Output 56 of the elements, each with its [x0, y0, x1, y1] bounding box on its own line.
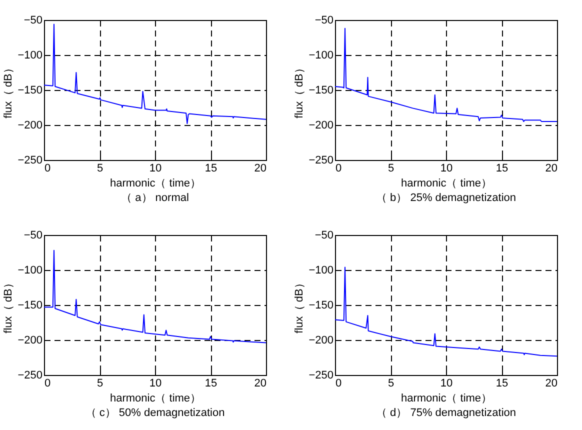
x-tick-label: 5	[96, 162, 104, 174]
x-tick-label: 20	[254, 162, 266, 174]
x-tick-label: 15	[204, 162, 218, 174]
line-series	[335, 28, 557, 122]
x-tick-label: 20	[254, 378, 266, 390]
y-axis-title: flux（ dB）	[2, 278, 15, 334]
x-tick-label: 10	[149, 378, 162, 390]
x-axis-title: harmonic（ time）	[400, 392, 492, 404]
line-series	[44, 24, 266, 124]
y-tick-label: −100	[18, 50, 42, 62]
y-tick-label: −200	[308, 120, 334, 132]
x-tick-label: 0	[336, 378, 342, 390]
x-tick-label: 10	[440, 378, 453, 390]
x-tick-label: 0	[44, 378, 51, 390]
x-tick-label: 5	[96, 378, 104, 390]
x-tick-label: 20	[545, 162, 558, 174]
y-axis-title: flux（ dB）	[2, 62, 15, 118]
y-tick-label: −100	[18, 264, 42, 276]
x-tick-label: 15	[204, 378, 218, 390]
x-tick-label: 0	[44, 162, 51, 174]
x-axis-title: harmonic（ time）	[110, 178, 202, 190]
y-tick-label: −50	[314, 230, 334, 242]
y-axis-title: flux（ dB）	[294, 278, 306, 334]
y-tick-label: −250	[308, 370, 334, 382]
y-tick-label: −150	[18, 84, 42, 96]
x-tick-label: 10	[440, 162, 453, 174]
text: （ b） 25% demagnetization	[376, 192, 516, 204]
y-tick-label: −50	[24, 230, 42, 242]
y-tick-label: −200	[18, 120, 42, 132]
x-tick-label: 5	[388, 378, 394, 390]
x-tick-label: 15	[496, 162, 508, 174]
x-tick-label: 5	[388, 162, 394, 174]
text: （ d） 75% demagnetization	[376, 407, 516, 419]
text: （ a） normal	[121, 192, 189, 204]
y-tick-label: −150	[308, 300, 334, 312]
y-tick-label: −100	[308, 264, 334, 276]
y-axis-title: flux（ dB）	[294, 62, 306, 118]
y-tick-label: −50	[314, 14, 334, 26]
line-series	[335, 266, 557, 357]
text: （ c） 50% demagnetization	[85, 407, 225, 419]
y-tick-label: −100	[308, 50, 334, 62]
y-tick-label: −200	[308, 334, 334, 346]
x-tick-label: 20	[545, 378, 558, 390]
x-tick-label: 15	[496, 378, 508, 390]
y-tick-label: −50	[24, 14, 42, 26]
x-axis-title: harmonic（ time）	[110, 392, 202, 404]
line-series	[44, 250, 266, 344]
x-tick-label: 0	[336, 162, 342, 174]
y-tick-label: −250	[18, 370, 42, 382]
y-tick-label: −250	[18, 154, 42, 166]
x-axis-title: harmonic（ time）	[400, 178, 492, 190]
y-tick-label: −150	[18, 300, 42, 312]
y-tick-label: −250	[308, 154, 334, 166]
y-tick-label: −150	[308, 84, 334, 96]
y-tick-label: −200	[18, 334, 42, 346]
x-tick-label: 10	[149, 162, 162, 174]
